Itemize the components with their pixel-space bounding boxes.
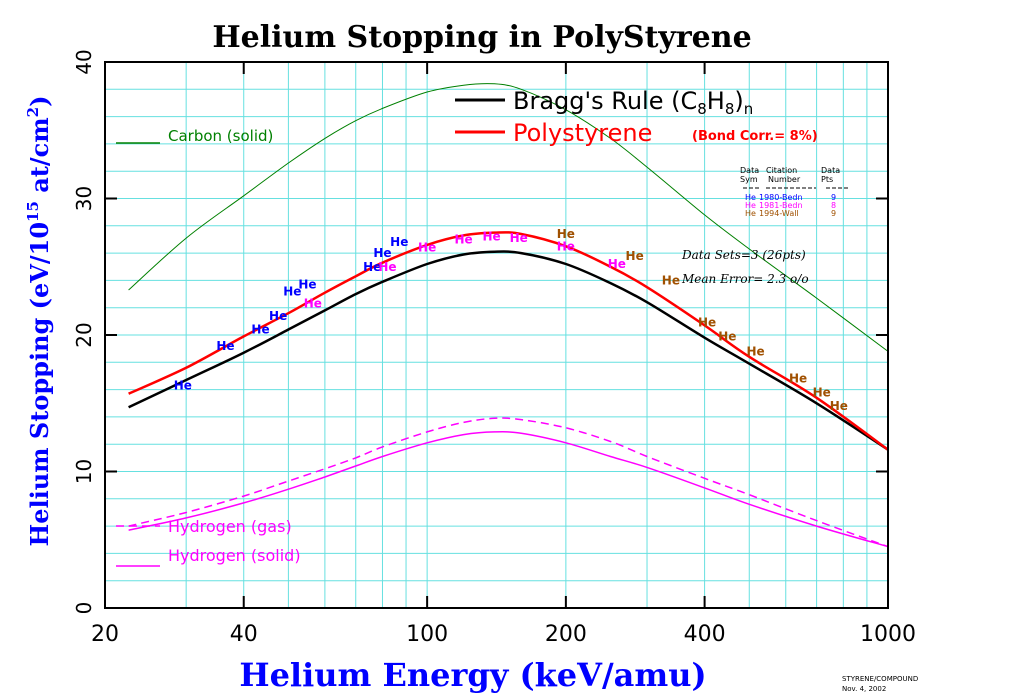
data-point-marker: He xyxy=(216,339,234,353)
series-line-polystyrene xyxy=(128,231,889,451)
data-point-marker: He xyxy=(283,284,301,298)
table-header-data-sym-2: Sym xyxy=(740,175,758,184)
x-axis-label: Helium Energy (keV/amu) xyxy=(239,656,706,694)
table-cell-citation: 1981-Bedn xyxy=(759,201,803,210)
y-tick-label: 30 xyxy=(72,186,96,211)
table-header-citation-2: Number xyxy=(768,175,801,184)
legend-label-bragg: Bragg's Rule (C8H8)n xyxy=(513,87,753,118)
bragg-label-sub-1: 8 xyxy=(697,100,707,118)
data-point-marker: He xyxy=(298,277,316,291)
y-axis-label-prefix: Helium Stopping (eV/10 xyxy=(25,222,54,546)
series-line-hydrogen-solid xyxy=(128,431,889,548)
table-cell-sym: He xyxy=(745,201,756,210)
table-cell-pts: 8 xyxy=(831,201,836,210)
curves xyxy=(128,83,889,548)
y-tick-label: 40 xyxy=(72,49,96,74)
x-tick-label: 20 xyxy=(91,622,119,647)
data-point-marker: He xyxy=(662,273,680,287)
data-point-marker: He xyxy=(830,399,848,413)
footer-line-1: STYRENE/COMPOUND xyxy=(842,675,918,683)
footer-line-2: Nov. 4, 2002 xyxy=(842,685,886,693)
y-axis-label: Helium Stopping (eV/1015 at/cm2) xyxy=(24,96,54,547)
x-tick-label: 100 xyxy=(406,622,448,647)
data-point-marker: He xyxy=(269,309,287,323)
bragg-label-part-3: ) xyxy=(734,87,743,115)
x-tick-label: 400 xyxy=(684,622,726,647)
legend-label-hydrogen-solid: Hydrogen (solid) xyxy=(168,546,301,565)
y-axis-label-sup2: 2 xyxy=(24,107,42,117)
data-point-marker: He xyxy=(378,260,396,274)
bragg-label-part-1: Bragg's Rule (C xyxy=(513,87,697,115)
legend-label-polystyrene: Polystyrene xyxy=(513,119,652,147)
data-point-marker: He xyxy=(304,297,322,311)
bragg-label-part-2: H xyxy=(707,87,725,115)
table-rows: He 1980-Bedn 9 He 1981-Bedn 8 He 1994-Wall 9 xyxy=(745,193,836,218)
table-cell-pts: 9 xyxy=(831,193,836,202)
bragg-label-sub-2: 8 xyxy=(725,100,735,118)
data-point-marker: He xyxy=(390,235,408,249)
table-cell-pts: 9 xyxy=(831,209,836,218)
data-point-marker: He xyxy=(418,241,436,255)
data-point-marker: He xyxy=(363,260,381,274)
bragg-label-sub-3: n xyxy=(744,100,754,118)
table-header-citation-1: Citation xyxy=(766,166,797,175)
table-cell-citation: 1980-Bedn xyxy=(759,193,803,202)
y-axis-label-mid: at/cm xyxy=(25,117,54,201)
stats-data-sets: Data Sets=3 (26pts) xyxy=(681,248,806,262)
series-line-hydrogen-gas xyxy=(128,417,889,548)
data-point-marker: He xyxy=(746,344,764,358)
legend-bond-correction: (Bond Corr.= 8%) xyxy=(692,129,818,144)
table-cell-sym: He xyxy=(745,193,756,202)
series-line-carbon-solid xyxy=(128,83,889,352)
data-point-marker: He xyxy=(698,316,716,330)
data-point-marker: He xyxy=(510,231,528,245)
y-tick-label: 10 xyxy=(72,459,96,484)
table-cell-sym: He xyxy=(745,209,756,218)
x-tick-label: 40 xyxy=(230,622,258,647)
grid xyxy=(105,62,888,608)
data-point-marker: He xyxy=(557,239,575,253)
stats-mean-error: Mean Error= 2.3 o/o xyxy=(681,272,809,286)
data-point-marker: He xyxy=(789,372,807,386)
data-point-marker: He xyxy=(813,385,831,399)
data-set-table: Data Sym Citation Number Data Pts He 1980… xyxy=(740,166,848,218)
table-header-data-sym-1: Data xyxy=(740,166,759,175)
table-header-pts-2: Pts xyxy=(821,175,833,184)
table-cell-citation: 1994-Wall xyxy=(759,209,799,218)
table-header-pts-1: Data xyxy=(821,166,840,175)
data-point-marker: He xyxy=(174,379,192,393)
data-point-marker: He xyxy=(373,246,391,260)
y-tick-label: 20 xyxy=(72,322,96,347)
y-tick-label: 0 xyxy=(72,602,96,615)
ticks: 20 40 100 200 400 1000 0 10 20 30 40 xyxy=(72,49,916,647)
data-point-marker: He xyxy=(455,232,473,246)
series-line-bragg-s-rule-c8h8-n xyxy=(128,250,889,451)
data-point-marker: He xyxy=(557,227,575,241)
legend-label-carbon: Carbon (solid) xyxy=(168,127,273,145)
x-tick-label: 1000 xyxy=(860,622,916,647)
data-point-marker: He xyxy=(251,323,269,337)
chart-title: Helium Stopping in PolyStyrene xyxy=(212,20,751,55)
y-axis-label-suffix: ) xyxy=(25,96,54,107)
data-point-marker: He xyxy=(718,329,736,343)
data-point-marker: He xyxy=(626,249,644,263)
x-tick-label: 200 xyxy=(545,622,587,647)
legend-label-hydrogen-gas: Hydrogen (gas) xyxy=(168,517,292,536)
data-point-marker: He xyxy=(483,230,501,244)
y-axis-label-sup1: 15 xyxy=(24,201,42,222)
data-point-marker: He xyxy=(608,257,626,271)
